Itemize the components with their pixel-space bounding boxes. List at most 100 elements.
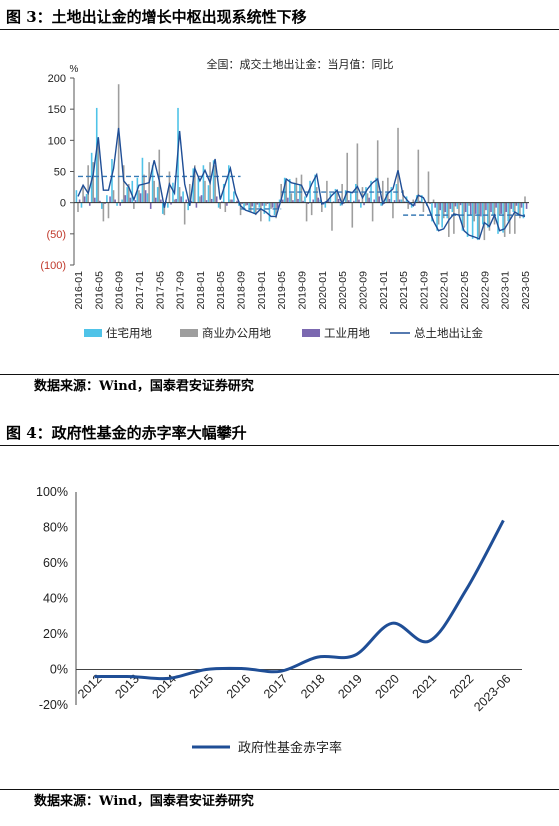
bar-commercial	[260, 202, 262, 222]
bar-residential	[75, 190, 78, 203]
bar-residential	[390, 187, 393, 203]
bar-residential	[354, 183, 357, 203]
bar-commercial	[478, 202, 481, 237]
bar-commercial	[412, 199, 415, 203]
bar-commercial	[326, 180, 328, 203]
bar-industrial	[292, 200, 294, 203]
bar-residential	[476, 202, 479, 241]
legend-commercial-label: 商业办公用地	[202, 326, 271, 340]
bar-commercial	[305, 202, 308, 222]
bar-industrial	[175, 198, 177, 203]
bar-commercial	[453, 202, 455, 234]
bar-industrial	[510, 202, 513, 209]
bar-residential	[212, 160, 215, 203]
x-tick-label: 2019-09	[297, 271, 309, 310]
bar-commercial	[381, 180, 384, 203]
bar-residential	[172, 182, 174, 203]
bar-industrial	[83, 196, 86, 203]
bar-industrial	[144, 190, 147, 203]
bar-residential	[161, 202, 164, 214]
bar-residential	[85, 193, 88, 203]
bar-industrial	[495, 202, 497, 208]
bar-residential	[126, 187, 129, 203]
bar-residential	[106, 195, 108, 203]
y-tick-label: -20%	[39, 698, 68, 712]
x-tick-label: 2018	[298, 672, 328, 702]
bar-commercial	[107, 202, 110, 219]
y-tick-label: 60%	[43, 556, 68, 570]
bar-commercial	[254, 202, 257, 216]
bar-commercial	[270, 202, 272, 209]
bar-commercial	[366, 193, 369, 203]
bar-industrial	[231, 199, 233, 203]
bar-industrial	[281, 199, 284, 203]
bar-residential	[466, 202, 469, 237]
bar-residential	[502, 202, 504, 233]
x-tick-label: 2018-09	[236, 271, 248, 310]
x-tick-label: 2019-05	[276, 271, 288, 310]
bar-commercial	[427, 171, 430, 203]
bar-residential	[492, 202, 494, 216]
bar-residential	[299, 185, 301, 203]
bar-commercial	[275, 202, 277, 219]
bar-industrial	[134, 200, 137, 203]
bar-industrial	[419, 200, 421, 203]
bar-commercial	[239, 202, 242, 216]
y-tick-label: 0	[60, 198, 66, 210]
bar-residential	[80, 202, 83, 208]
bar-commercial	[224, 202, 227, 213]
bar-industrial	[190, 200, 193, 203]
bar-commercial	[300, 174, 303, 203]
x-tick-label: 2023-06	[471, 672, 513, 714]
bar-industrial	[226, 202, 228, 206]
bar-residential	[349, 191, 352, 203]
bar-industrial	[485, 202, 487, 211]
bar-industrial	[444, 202, 447, 213]
x-tick-label: 2020-01	[317, 271, 329, 310]
x-tick-label: 2022-09	[479, 271, 491, 310]
bar-industrial	[195, 202, 198, 208]
bar-industrial	[261, 202, 264, 206]
x-tick-label: 2021	[410, 672, 440, 702]
bar-commercial	[102, 202, 105, 222]
x-tick-label: 2017-01	[134, 271, 146, 310]
bar-industrial	[185, 199, 188, 203]
x-tick-label: 2020-09	[357, 271, 369, 310]
bar-industrial	[358, 199, 360, 203]
bar-commercial	[87, 165, 89, 203]
x-tick-label: 2016-05	[93, 271, 105, 310]
bar-residential	[522, 202, 525, 219]
bar-commercial	[133, 202, 135, 209]
bar-commercial	[422, 202, 425, 213]
bar-commercial	[407, 202, 409, 209]
legend-residential-swatch	[84, 329, 102, 337]
y-tick-label: 100	[48, 135, 66, 147]
bar-industrial	[256, 202, 259, 205]
x-tick-label: 2022-05	[459, 271, 471, 310]
x-tick-label: 2018-01	[195, 271, 207, 310]
fund-deficit-chart: 100%80%60%40%20%0%-20%2012 2013 2014 2015 20…	[36, 485, 522, 756]
bar-commercial	[402, 190, 404, 203]
bar-commercial	[336, 190, 338, 203]
bar-residential	[436, 202, 438, 231]
bar-industrial	[337, 198, 340, 203]
figure3-source: 数据来源：Wind，国泰君安证券研究	[34, 379, 254, 394]
bar-commercial	[183, 202, 186, 225]
x-tick-label: 2017-05	[154, 271, 166, 310]
bar-industrial	[414, 202, 416, 206]
bar-commercial	[432, 199, 435, 203]
bar-commercial	[498, 202, 501, 216]
bar-residential	[446, 202, 449, 219]
bar-commercial	[295, 177, 298, 203]
x-tick-label: 2015	[187, 672, 217, 702]
bar-commercial	[524, 196, 526, 203]
bar-residential	[431, 202, 433, 222]
bar-residential	[324, 202, 327, 208]
bar-industrial	[429, 202, 431, 204]
legend-deficit-label: 政府性基金赤字率	[238, 740, 342, 756]
bar-residential	[395, 183, 398, 203]
bar-residential	[167, 202, 169, 208]
bar-commercial	[437, 202, 440, 225]
figure4-title: 图 4：政府性基金的赤字率大幅攀升	[0, 420, 559, 446]
bar-commercial	[442, 202, 445, 219]
